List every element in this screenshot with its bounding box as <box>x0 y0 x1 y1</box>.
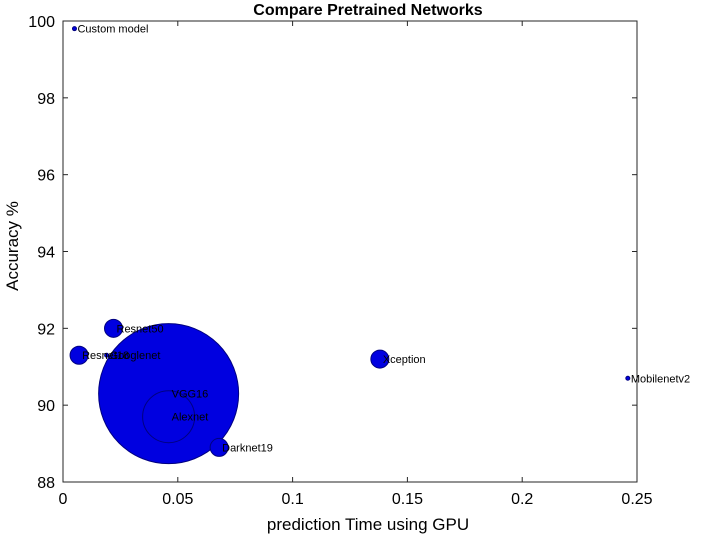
chart-title: Compare Pretrained Networks <box>253 2 483 19</box>
point-xception <box>370 349 390 369</box>
point-mobilenetv2 <box>625 375 631 381</box>
point-vgg16 <box>98 323 240 465</box>
x-axis-label: prediction Time using GPU <box>267 515 469 534</box>
y-tick-label: 98 <box>37 91 55 108</box>
point-label: Resnet50 <box>117 323 164 335</box>
point-label: Custom model <box>77 24 148 36</box>
y-tick-label: 88 <box>37 475 55 492</box>
point-alexnet <box>142 390 196 444</box>
point-label: Darknet19 <box>222 442 273 454</box>
x-tick-label: 0.25 <box>621 491 652 508</box>
point-custom-model <box>71 26 77 32</box>
point-label: Alexnet <box>172 412 209 424</box>
y-tick-label: 100 <box>28 14 55 31</box>
point-label: Googlenet <box>110 350 161 362</box>
y-tick-label: 90 <box>37 398 55 415</box>
x-tick-label: 0.15 <box>392 491 423 508</box>
x-tick-label: 0.1 <box>281 491 303 508</box>
point-label: Resnet18 <box>82 350 129 362</box>
x-tick-label: 0.2 <box>511 491 533 508</box>
point-resnet18 <box>69 345 89 365</box>
point-label: Mobilenetv2 <box>631 373 690 385</box>
y-axis-label: Accuracy % <box>3 201 22 291</box>
plot-area: 0 0.05 0.1 0.15 0.2 0.25 88 90 92 94 96 98 100 Custom… <box>28 14 690 508</box>
point-darknet19 <box>209 437 229 457</box>
y-tick-label: 92 <box>37 321 55 338</box>
x-tick-label: 0 <box>59 491 68 508</box>
point-resnet50 <box>104 318 124 338</box>
point-label: VGG16 <box>172 389 209 401</box>
y-tick-label: 94 <box>37 245 55 262</box>
y-tick-label: 96 <box>37 168 55 185</box>
point-googlenet <box>104 352 110 358</box>
point-label: Xception <box>383 354 426 366</box>
x-tick-label: 0.05 <box>162 491 193 508</box>
